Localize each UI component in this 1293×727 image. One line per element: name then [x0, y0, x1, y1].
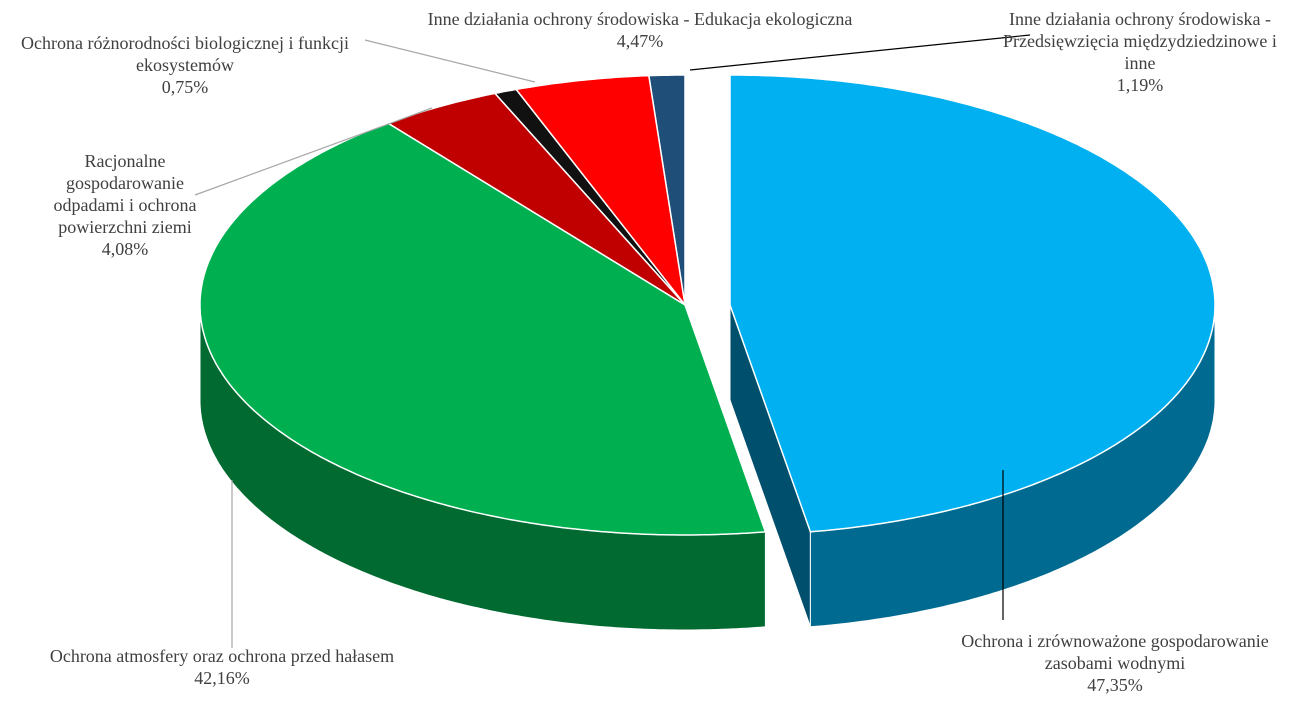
label-name: Ochrona różnorodności biologicznej i fun…: [21, 33, 349, 75]
slice: [514, 74, 687, 308]
slice: [199, 122, 767, 536]
label-value: 42,16%: [194, 668, 250, 688]
data-label: Ochrona atmosfery oraz ochrona przed hał…: [22, 645, 422, 689]
data-label: Ochrona i zrównoważone gospodarowanie za…: [930, 630, 1293, 696]
data-label: Racjonalne gospodarowanie odpadami i och…: [40, 150, 210, 260]
label-value: 4,08%: [101, 239, 149, 259]
label-name: Ochrona i zrównoważone gospodarowanie za…: [961, 631, 1269, 673]
data-label: Inne działania ochrony środowiska - Eduk…: [330, 8, 950, 52]
label-name: Ochrona atmosfery oraz ochrona przed hał…: [49, 646, 395, 666]
slice: [729, 74, 1216, 533]
label-name: Inne działania ochrony środowiska - Eduk…: [427, 9, 853, 29]
label-name: Racjonalne gospodarowanie odpadami i och…: [53, 151, 197, 237]
label-value: 47,35%: [1087, 675, 1143, 695]
label-value: 4,47%: [616, 31, 664, 51]
leader-line: [364, 39, 536, 83]
label-value: 1,19%: [1116, 75, 1164, 95]
data-label: Ochrona różnorodności biologicznej i fun…: [5, 32, 365, 98]
leader-line: [194, 107, 433, 196]
leader-line: [689, 34, 1031, 71]
data-label: Inne działania ochrony środowiska - Prze…: [990, 8, 1290, 96]
label-name: Inne działania ochrony środowiska - Prze…: [1003, 9, 1277, 73]
label-value: 0,75%: [161, 77, 209, 97]
slice: [386, 92, 686, 306]
